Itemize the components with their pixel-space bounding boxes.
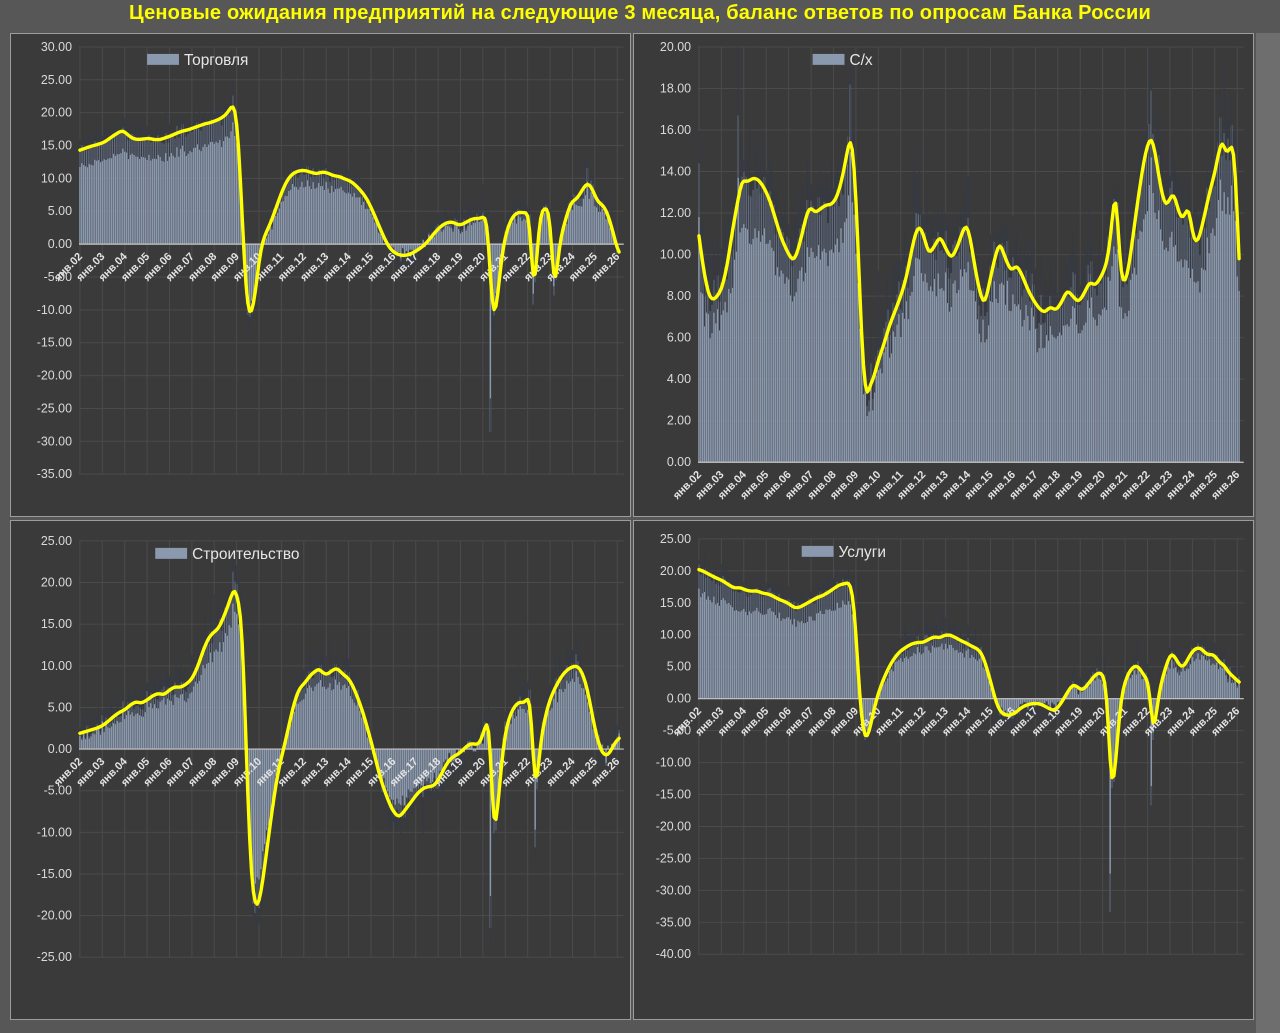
svg-text:-15.00: -15.00 xyxy=(37,867,72,881)
legend-bottom-left: Строительство xyxy=(155,546,299,563)
svg-text:-20.00: -20.00 xyxy=(37,369,72,383)
legend-bottom-right: Услуги xyxy=(801,544,886,561)
svg-text:15.00: 15.00 xyxy=(660,596,691,610)
svg-text:-35.00: -35.00 xyxy=(37,467,72,481)
x-axis-labels: янв.02янв.03янв.04янв.05янв.06янв.07янв.… xyxy=(671,468,1242,502)
svg-text:20.00: 20.00 xyxy=(660,564,691,578)
svg-text:15.00: 15.00 xyxy=(41,139,72,153)
svg-text:25.00: 25.00 xyxy=(41,73,72,87)
page-title: Ценовые ожидания предприятий на следующи… xyxy=(129,2,1151,24)
panel-services: 25.00 20.00 15.00 10.00 5.00 0.00 -5.00 -10.00 -… xyxy=(633,520,1254,1020)
svg-text:-30.00: -30.00 xyxy=(656,883,691,897)
svg-text:-30.00: -30.00 xyxy=(37,434,72,448)
svg-text:20.00: 20.00 xyxy=(660,40,691,54)
svg-text:-25.00: -25.00 xyxy=(37,401,72,415)
svg-text:8.00: 8.00 xyxy=(667,289,691,303)
legend-label: Услуги xyxy=(839,544,886,561)
svg-text:5.00: 5.00 xyxy=(48,204,72,218)
chart-services: 25.00 20.00 15.00 10.00 5.00 0.00 -5.00 -10.00 -… xyxy=(656,532,1244,961)
svg-text:-25.00: -25.00 xyxy=(37,950,72,964)
panel-construction: 25.00 20.00 15.00 10.00 5.00 0.00 -5.00 -10.00 -… xyxy=(10,520,631,1020)
svg-text:6.00: 6.00 xyxy=(667,331,691,345)
legend-top-left: Торговля xyxy=(147,52,248,69)
svg-text:25.00: 25.00 xyxy=(660,532,691,546)
svg-text:-15.00: -15.00 xyxy=(656,788,691,802)
svg-text:-15.00: -15.00 xyxy=(37,336,72,350)
trend-line xyxy=(697,138,1241,394)
svg-text:10.00: 10.00 xyxy=(41,659,72,673)
panel-agriculture: 20.00 18.00 16.00 14.00 12.00 10.00 8.00 6.00 4.… xyxy=(633,33,1254,517)
svg-text:20.00: 20.00 xyxy=(41,576,72,590)
svg-text:-40.00: -40.00 xyxy=(656,947,691,961)
legend-label: С/х xyxy=(849,52,872,69)
svg-text:10.00: 10.00 xyxy=(660,628,691,642)
legend-top-right: С/х xyxy=(812,52,873,69)
bars-series xyxy=(79,571,620,929)
legend-label: Торговля xyxy=(184,52,248,69)
svg-text:14.00: 14.00 xyxy=(660,165,691,179)
chart-construction: 25.00 20.00 15.00 10.00 5.00 0.00 -5.00 -10.00 -… xyxy=(37,534,624,964)
svg-text:-10.00: -10.00 xyxy=(656,756,691,770)
svg-text:10.00: 10.00 xyxy=(41,171,72,185)
bars-series xyxy=(698,564,1240,913)
svg-text:-5.00: -5.00 xyxy=(44,270,72,284)
y-axis-labels: 25.00 20.00 15.00 10.00 5.00 0.00 -5.00 -10.00 -… xyxy=(37,534,72,964)
svg-text:2.00: 2.00 xyxy=(667,414,691,428)
svg-text:0.00: 0.00 xyxy=(667,692,691,706)
svg-text:-20.00: -20.00 xyxy=(656,819,691,833)
svg-text:-10.00: -10.00 xyxy=(37,825,72,839)
trend-line xyxy=(78,589,621,906)
svg-text:5.00: 5.00 xyxy=(48,700,72,714)
svg-text:0.00: 0.00 xyxy=(48,742,72,756)
svg-text:25.00: 25.00 xyxy=(41,534,72,548)
svg-text:5.00: 5.00 xyxy=(667,660,691,674)
svg-text:30.00: 30.00 xyxy=(41,40,72,54)
svg-text:-20.00: -20.00 xyxy=(37,909,72,923)
bars-series xyxy=(698,84,1240,463)
trend-line xyxy=(78,105,621,313)
svg-text:20.00: 20.00 xyxy=(41,106,72,120)
y-axis-labels: 30.00 25.00 20.00 15.00 10.00 5.00 0.00 -5.00 -1… xyxy=(37,40,72,481)
legend-swatch xyxy=(147,53,179,65)
right-gutter xyxy=(1256,33,1280,1033)
svg-text:4.00: 4.00 xyxy=(667,372,691,386)
svg-text:18.00: 18.00 xyxy=(660,81,691,95)
legend-swatch xyxy=(155,547,188,559)
y-axis-labels: 20.00 18.00 16.00 14.00 12.00 10.00 8.00 6.00 4.… xyxy=(660,40,691,469)
y-axis-labels: 25.00 20.00 15.00 10.00 5.00 0.00 -5.00 -10.00 -… xyxy=(656,532,691,961)
legend-swatch xyxy=(812,53,845,65)
svg-text:15.00: 15.00 xyxy=(41,617,72,631)
svg-text:12.00: 12.00 xyxy=(660,206,691,220)
chart-trade: 30.00 25.00 20.00 15.00 10.00 5.00 0.00 -5.00 -1… xyxy=(37,40,624,481)
svg-text:10.00: 10.00 xyxy=(660,248,691,262)
svg-text:-25.00: -25.00 xyxy=(656,851,691,865)
svg-text:-10.00: -10.00 xyxy=(37,303,72,317)
svg-text:-35.00: -35.00 xyxy=(656,915,691,929)
svg-text:0.00: 0.00 xyxy=(48,237,72,251)
svg-text:0.00: 0.00 xyxy=(667,455,691,469)
panel-trade: 30.00 25.00 20.00 15.00 10.00 5.00 0.00 -5.00 -1… xyxy=(10,33,631,517)
svg-text:-5.00: -5.00 xyxy=(44,784,72,798)
chart-agriculture: 20.00 18.00 16.00 14.00 12.00 10.00 8.00 6.00 4.… xyxy=(660,40,1244,502)
legend-label: Строительство xyxy=(192,546,299,563)
trend-line xyxy=(697,567,1241,780)
svg-text:16.00: 16.00 xyxy=(660,123,691,137)
svg-text:-5.00: -5.00 xyxy=(663,724,691,738)
legend-swatch xyxy=(801,545,834,557)
